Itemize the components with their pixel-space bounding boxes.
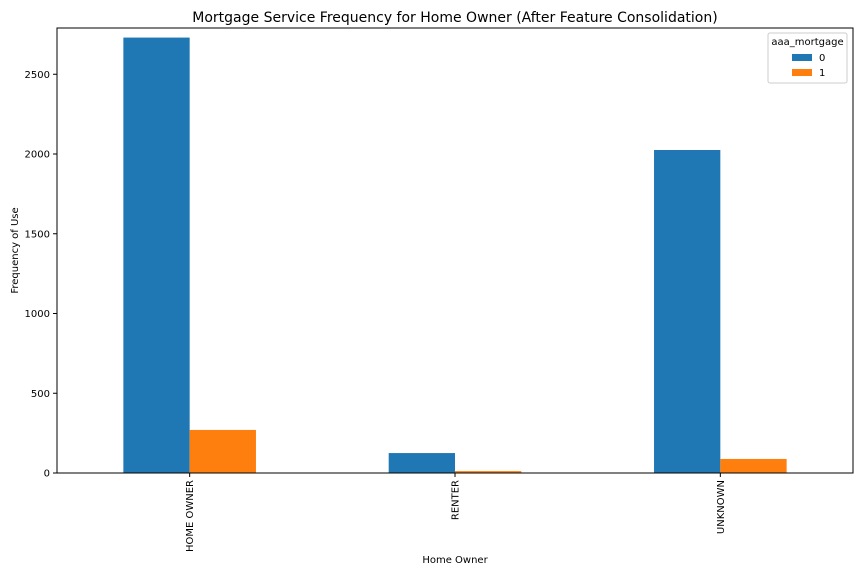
y-tick-label: 500 — [31, 389, 50, 400]
legend: aaa_mortgage 0 1 — [767, 32, 848, 84]
y-axis-label: Frequency of Use — [10, 207, 21, 293]
bar-renter-series-1 — [455, 471, 522, 473]
bar-renter-series-0 — [388, 453, 455, 473]
y-tick-label: 2500 — [25, 70, 50, 81]
x-tick-label: RENTER — [451, 480, 462, 520]
bar-home-owner-series-1 — [189, 429, 256, 473]
x-axis-label: Home Owner — [422, 555, 488, 566]
y-tick-label: 1500 — [25, 229, 50, 240]
bar-unknown-series-0 — [654, 150, 721, 474]
y-axis: 0 500 1000 1500 2000 2500 — [25, 70, 57, 480]
legend-label-1: 1 — [819, 68, 825, 79]
plot-frame — [56, 27, 854, 474]
y-tick-label: 1000 — [25, 309, 50, 320]
bars — [123, 37, 787, 474]
bar-unknown-series-1 — [720, 458, 787, 473]
bar-home-owner-series-0 — [123, 37, 190, 474]
legend-label-0: 0 — [819, 53, 825, 64]
chart-title: Mortgage Service Frequency for Home Owne… — [192, 10, 717, 26]
legend-swatch-0 — [792, 54, 812, 61]
x-axis: HOME OWNER RENTER UNKNOWN — [185, 473, 727, 552]
legend-title: aaa_mortgage — [771, 37, 843, 48]
y-tick-label: 2000 — [25, 150, 50, 161]
x-tick-label: HOME OWNER — [185, 480, 196, 552]
y-tick-label: 0 — [44, 469, 50, 480]
legend-swatch-1 — [792, 69, 812, 76]
x-tick-label: UNKNOWN — [716, 480, 727, 534]
